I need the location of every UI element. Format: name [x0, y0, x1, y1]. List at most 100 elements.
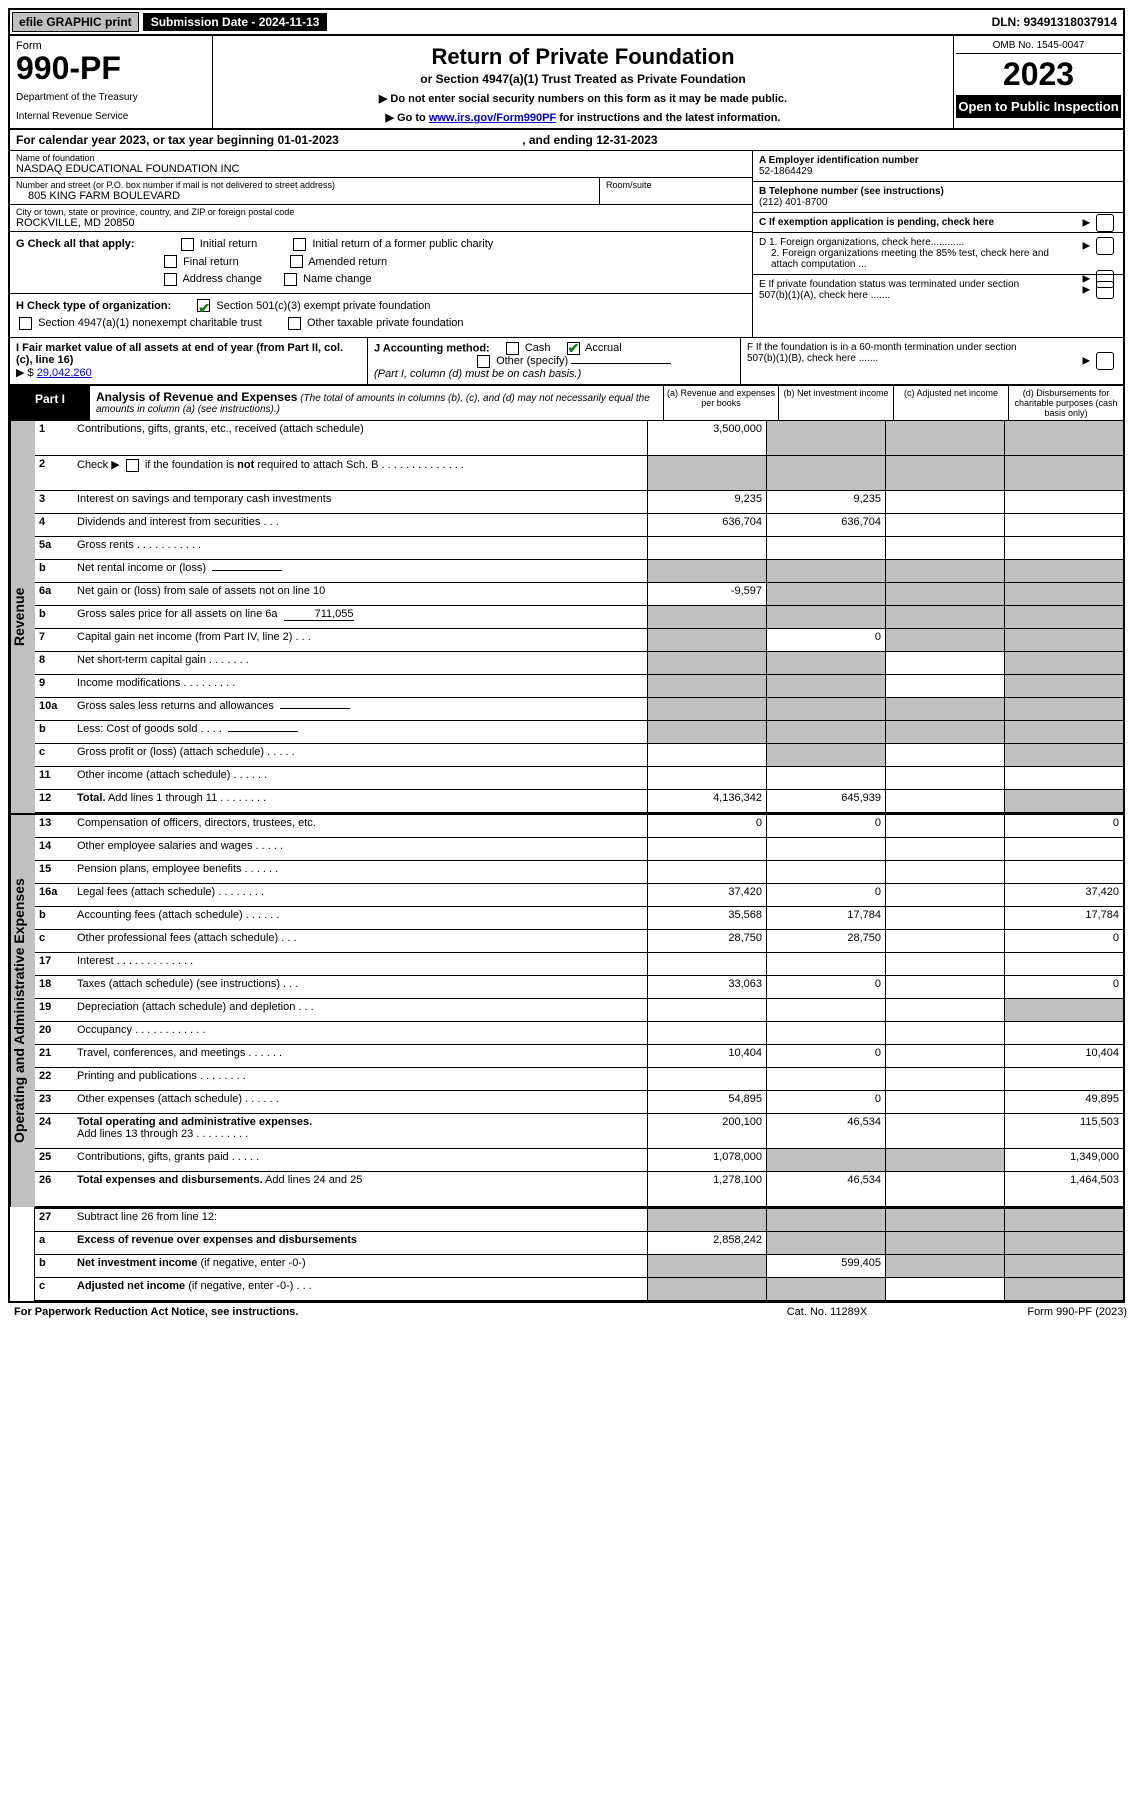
line-desc: Other employee salaries and wages . . . …	[73, 838, 647, 860]
col-d	[1004, 999, 1123, 1021]
header-right: OMB No. 1545-0047 2023 Open to Public In…	[953, 36, 1123, 128]
line-desc: Net gain or (loss) from sale of assets n…	[73, 583, 647, 605]
form-container: efile GRAPHIC print Submission Date - 20…	[8, 8, 1125, 1303]
col-b: 0	[766, 815, 885, 837]
e-checkbox[interactable]	[1096, 281, 1114, 299]
line-num: 3	[35, 491, 73, 513]
col-a	[647, 560, 766, 582]
col-b	[766, 953, 885, 975]
col-b	[766, 1068, 885, 1090]
amended-checkbox[interactable]	[290, 255, 303, 268]
h-opt-3: Other taxable private foundation	[307, 317, 464, 329]
row-r7: 7Capital gain net income (from Part IV, …	[35, 629, 1123, 652]
cal-begin: 01-01-2023	[277, 133, 338, 147]
line-num: 6a	[35, 583, 73, 605]
line-num: c	[35, 1278, 73, 1300]
col-d-head: (d) Disbursements for charitable purpose…	[1008, 386, 1123, 420]
g-opt-1: Initial return of a former public charit…	[312, 238, 493, 250]
col-a	[647, 744, 766, 766]
col-b: 0	[766, 884, 885, 906]
ein-value: 52-1864429	[759, 166, 812, 177]
col-a	[647, 652, 766, 674]
other-method-checkbox[interactable]	[477, 355, 490, 368]
info-right: A Employer identification number 52-1864…	[752, 151, 1123, 337]
line-desc: Interest on savings and temporary cash i…	[73, 491, 647, 513]
4947-checkbox[interactable]	[19, 317, 32, 330]
line-desc: Net rental income or (loss)	[73, 560, 647, 582]
irs-link[interactable]: www.irs.gov/Form990PF	[429, 112, 556, 124]
row-r8: 8Net short-term capital gain . . . . . .…	[35, 652, 1123, 675]
paperwork-notice: For Paperwork Reduction Act Notice, see …	[14, 1306, 727, 1318]
cal-mid: , and ending	[522, 133, 596, 147]
other-taxable-checkbox[interactable]	[288, 317, 301, 330]
top-bar: efile GRAPHIC print Submission Date - 20…	[10, 10, 1123, 36]
row-r22: 22Printing and publications . . . . . . …	[35, 1068, 1123, 1091]
col-a	[647, 1278, 766, 1300]
col-b: 636,704	[766, 514, 885, 536]
g-opt-4: Address change	[182, 273, 262, 285]
line-desc: Check ▶ if the foundation is not require…	[73, 456, 647, 490]
f-checkbox[interactable]	[1096, 352, 1114, 370]
col-a	[647, 767, 766, 789]
col-c	[885, 652, 1004, 674]
col-b	[766, 606, 885, 628]
501c3-checkbox[interactable]	[197, 299, 210, 312]
col-b	[766, 1022, 885, 1044]
note2-post: for instructions and the latest informat…	[556, 112, 780, 124]
d1-checkbox[interactable]	[1096, 237, 1114, 255]
col-a: 54,895	[647, 1091, 766, 1113]
col-a	[647, 999, 766, 1021]
col-a-head: (a) Revenue and expenses per books	[663, 386, 778, 420]
col-a: 33,063	[647, 976, 766, 998]
line-desc: Less: Cost of goods sold . . . .	[73, 721, 647, 743]
cash-checkbox[interactable]	[506, 342, 519, 355]
col-a	[647, 861, 766, 883]
col-b	[766, 537, 885, 559]
col-a: 0	[647, 815, 766, 837]
city-cell: City or town, state or province, country…	[10, 205, 752, 232]
row-r2: 2Check ▶ if the foundation is not requir…	[35, 456, 1123, 491]
initial-public-checkbox[interactable]	[293, 238, 306, 251]
col-c	[885, 976, 1004, 998]
info-section: Name of foundation NASDAQ EDUCATIONAL FO…	[10, 151, 1123, 338]
initial-return-checkbox[interactable]	[181, 238, 194, 251]
c-checkbox[interactable]	[1096, 214, 1114, 232]
ein-cell: A Employer identification number 52-1864…	[753, 151, 1123, 182]
col-d	[1004, 606, 1123, 628]
street-address: 805 KING FARM BOULEVARD	[16, 190, 593, 202]
col-c	[885, 884, 1004, 906]
line-num: c	[35, 930, 73, 952]
col-c	[885, 421, 1004, 455]
col-c	[885, 491, 1004, 513]
row-r27c: cAdjusted net income (if negative, enter…	[35, 1278, 1123, 1301]
col-a: 4,136,342	[647, 790, 766, 812]
name-change-checkbox[interactable]	[284, 273, 297, 286]
col-b	[766, 999, 885, 1021]
col-d	[1004, 560, 1123, 582]
line-desc: Income modifications . . . . . . . . .	[73, 675, 647, 697]
col-c	[885, 537, 1004, 559]
efile-button[interactable]: efile GRAPHIC print	[12, 12, 139, 32]
col-d: 17,784	[1004, 907, 1123, 929]
accrual-checkbox[interactable]	[567, 342, 580, 355]
phone-cell: B Telephone number (see instructions) (2…	[753, 182, 1123, 213]
final-return-checkbox[interactable]	[164, 255, 177, 268]
col-b	[766, 421, 885, 455]
line-desc: Dividends and interest from securities .…	[73, 514, 647, 536]
col-c	[885, 1209, 1004, 1231]
col-b: 17,784	[766, 907, 885, 929]
c-label: C If exemption application is pending, c…	[759, 217, 994, 228]
col-a: 10,404	[647, 1045, 766, 1067]
col-d: 37,420	[1004, 884, 1123, 906]
col-c	[885, 1255, 1004, 1277]
part1-header: Part I Analysis of Revenue and Expenses …	[10, 386, 1123, 421]
dln-label: DLN: 93491318037914	[986, 13, 1123, 31]
row-r20: 20Occupancy . . . . . . . . . . . .	[35, 1022, 1123, 1045]
schb-checkbox[interactable]	[126, 459, 139, 472]
address-change-checkbox[interactable]	[164, 273, 177, 286]
col-c	[885, 1278, 1004, 1300]
d-cell: D 1. Foreign organizations, check here..…	[753, 233, 1123, 275]
col-a	[647, 1068, 766, 1090]
col-c-head: (c) Adjusted net income	[893, 386, 1008, 420]
j-label: J Accounting method:	[374, 342, 490, 354]
